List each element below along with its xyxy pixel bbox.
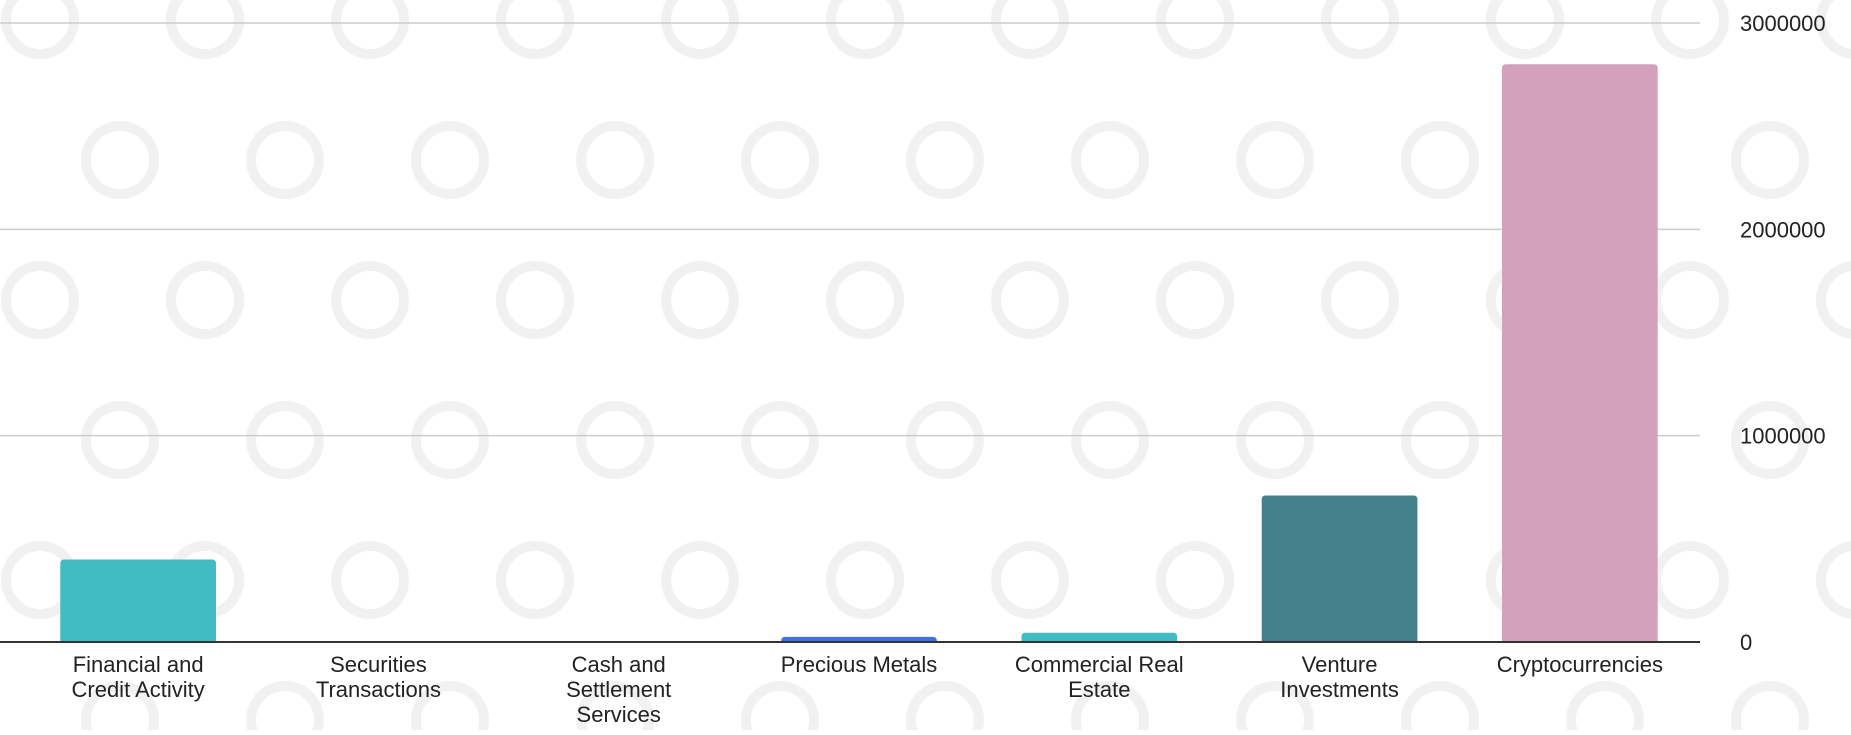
watermark-ring — [246, 681, 324, 735]
bar — [60, 559, 216, 642]
watermark-ring — [826, 0, 904, 59]
watermark-ring — [1401, 121, 1479, 199]
watermark-ring — [1486, 0, 1564, 59]
bar — [781, 636, 937, 642]
watermark-ring — [1321, 261, 1399, 339]
watermark-ring — [906, 681, 984, 735]
watermark-ring — [331, 541, 409, 619]
bar — [1261, 495, 1418, 642]
watermark-ring — [81, 401, 159, 479]
watermark-ring — [1, 261, 79, 339]
gridlines — [0, 22, 1700, 437]
watermark-ring — [1816, 261, 1851, 339]
watermark-ring — [826, 541, 904, 619]
watermark-ring — [1401, 401, 1479, 479]
watermark-ring — [1651, 541, 1729, 619]
watermark-ring — [906, 401, 984, 479]
bar — [1502, 64, 1658, 643]
x-category-label: Financial and Credit Activity — [72, 652, 205, 702]
watermark-ring — [1401, 681, 1479, 735]
x-category-label: Precious Metals — [781, 652, 938, 677]
watermark-ring — [166, 0, 244, 59]
watermark-ring — [661, 261, 739, 339]
watermark-ring — [1236, 681, 1314, 735]
watermark-ring — [741, 121, 819, 199]
watermark-ring — [1, 0, 79, 59]
x-category-label: Securities Transactions — [316, 652, 441, 702]
watermark-ring — [576, 681, 654, 735]
y-axis-ticks: 0 1000000 2000000 3000000 — [1740, 11, 1826, 655]
watermark-ring — [81, 121, 159, 199]
watermark-ring — [661, 541, 739, 619]
x-category-label: Cryptocurrencies — [1497, 652, 1663, 677]
watermark-ring — [1071, 121, 1149, 199]
watermark-ring — [1816, 0, 1851, 59]
x-category-label: Cash and Settlement Services — [566, 652, 671, 727]
watermark-ring — [826, 261, 904, 339]
watermark-ring — [496, 0, 574, 59]
bar — [1021, 632, 1178, 642]
watermark-ring — [906, 121, 984, 199]
watermark-ring — [1236, 401, 1314, 479]
watermark-ring — [1156, 261, 1234, 339]
watermark-ring — [991, 541, 1069, 619]
watermark-ring — [331, 0, 409, 59]
watermark-ring — [1731, 401, 1809, 479]
x-category-label: Venture Investments — [1280, 652, 1399, 702]
x-category-label: Commercial Real Estate — [1015, 652, 1184, 702]
watermark-ring — [1731, 681, 1809, 735]
watermark-ring — [331, 261, 409, 339]
y-tick-label: 1000000 — [1740, 424, 1826, 449]
watermark-ring — [991, 0, 1069, 59]
watermark-ring — [576, 121, 654, 199]
watermark-ring — [1651, 261, 1729, 339]
watermark-ring — [1566, 681, 1644, 735]
watermark-ring — [411, 681, 489, 735]
watermark-ring — [661, 0, 739, 59]
watermark-ring — [81, 681, 159, 735]
watermark-ring — [741, 681, 819, 735]
y-tick-label: 3000000 — [1740, 11, 1826, 36]
watermark-ring — [246, 401, 324, 479]
watermark-ring — [991, 261, 1069, 339]
watermark-ring — [496, 261, 574, 339]
watermark-ring — [1071, 401, 1149, 479]
y-tick-label: 2000000 — [1740, 217, 1826, 242]
watermark-ring — [246, 121, 324, 199]
watermark-ring — [1321, 0, 1399, 59]
watermark-ring — [1731, 121, 1809, 199]
watermark-ring — [411, 401, 489, 479]
watermark-ring — [496, 541, 574, 619]
y-tick-label: 0 — [1740, 630, 1752, 655]
watermark-ring — [1156, 0, 1234, 59]
watermark-ring — [1071, 681, 1149, 735]
watermark-ring — [1816, 541, 1851, 619]
bars — [60, 64, 1658, 643]
watermark-ring — [741, 401, 819, 479]
x-axis-labels: Financial and Credit Activity Securities Tr… — [72, 652, 1663, 727]
watermark-ring — [1236, 121, 1314, 199]
watermark-ring — [166, 261, 244, 339]
watermark-ring — [1651, 0, 1729, 59]
watermark-ring — [1156, 541, 1234, 619]
watermark-ring — [576, 401, 654, 479]
watermark-ring — [411, 121, 489, 199]
